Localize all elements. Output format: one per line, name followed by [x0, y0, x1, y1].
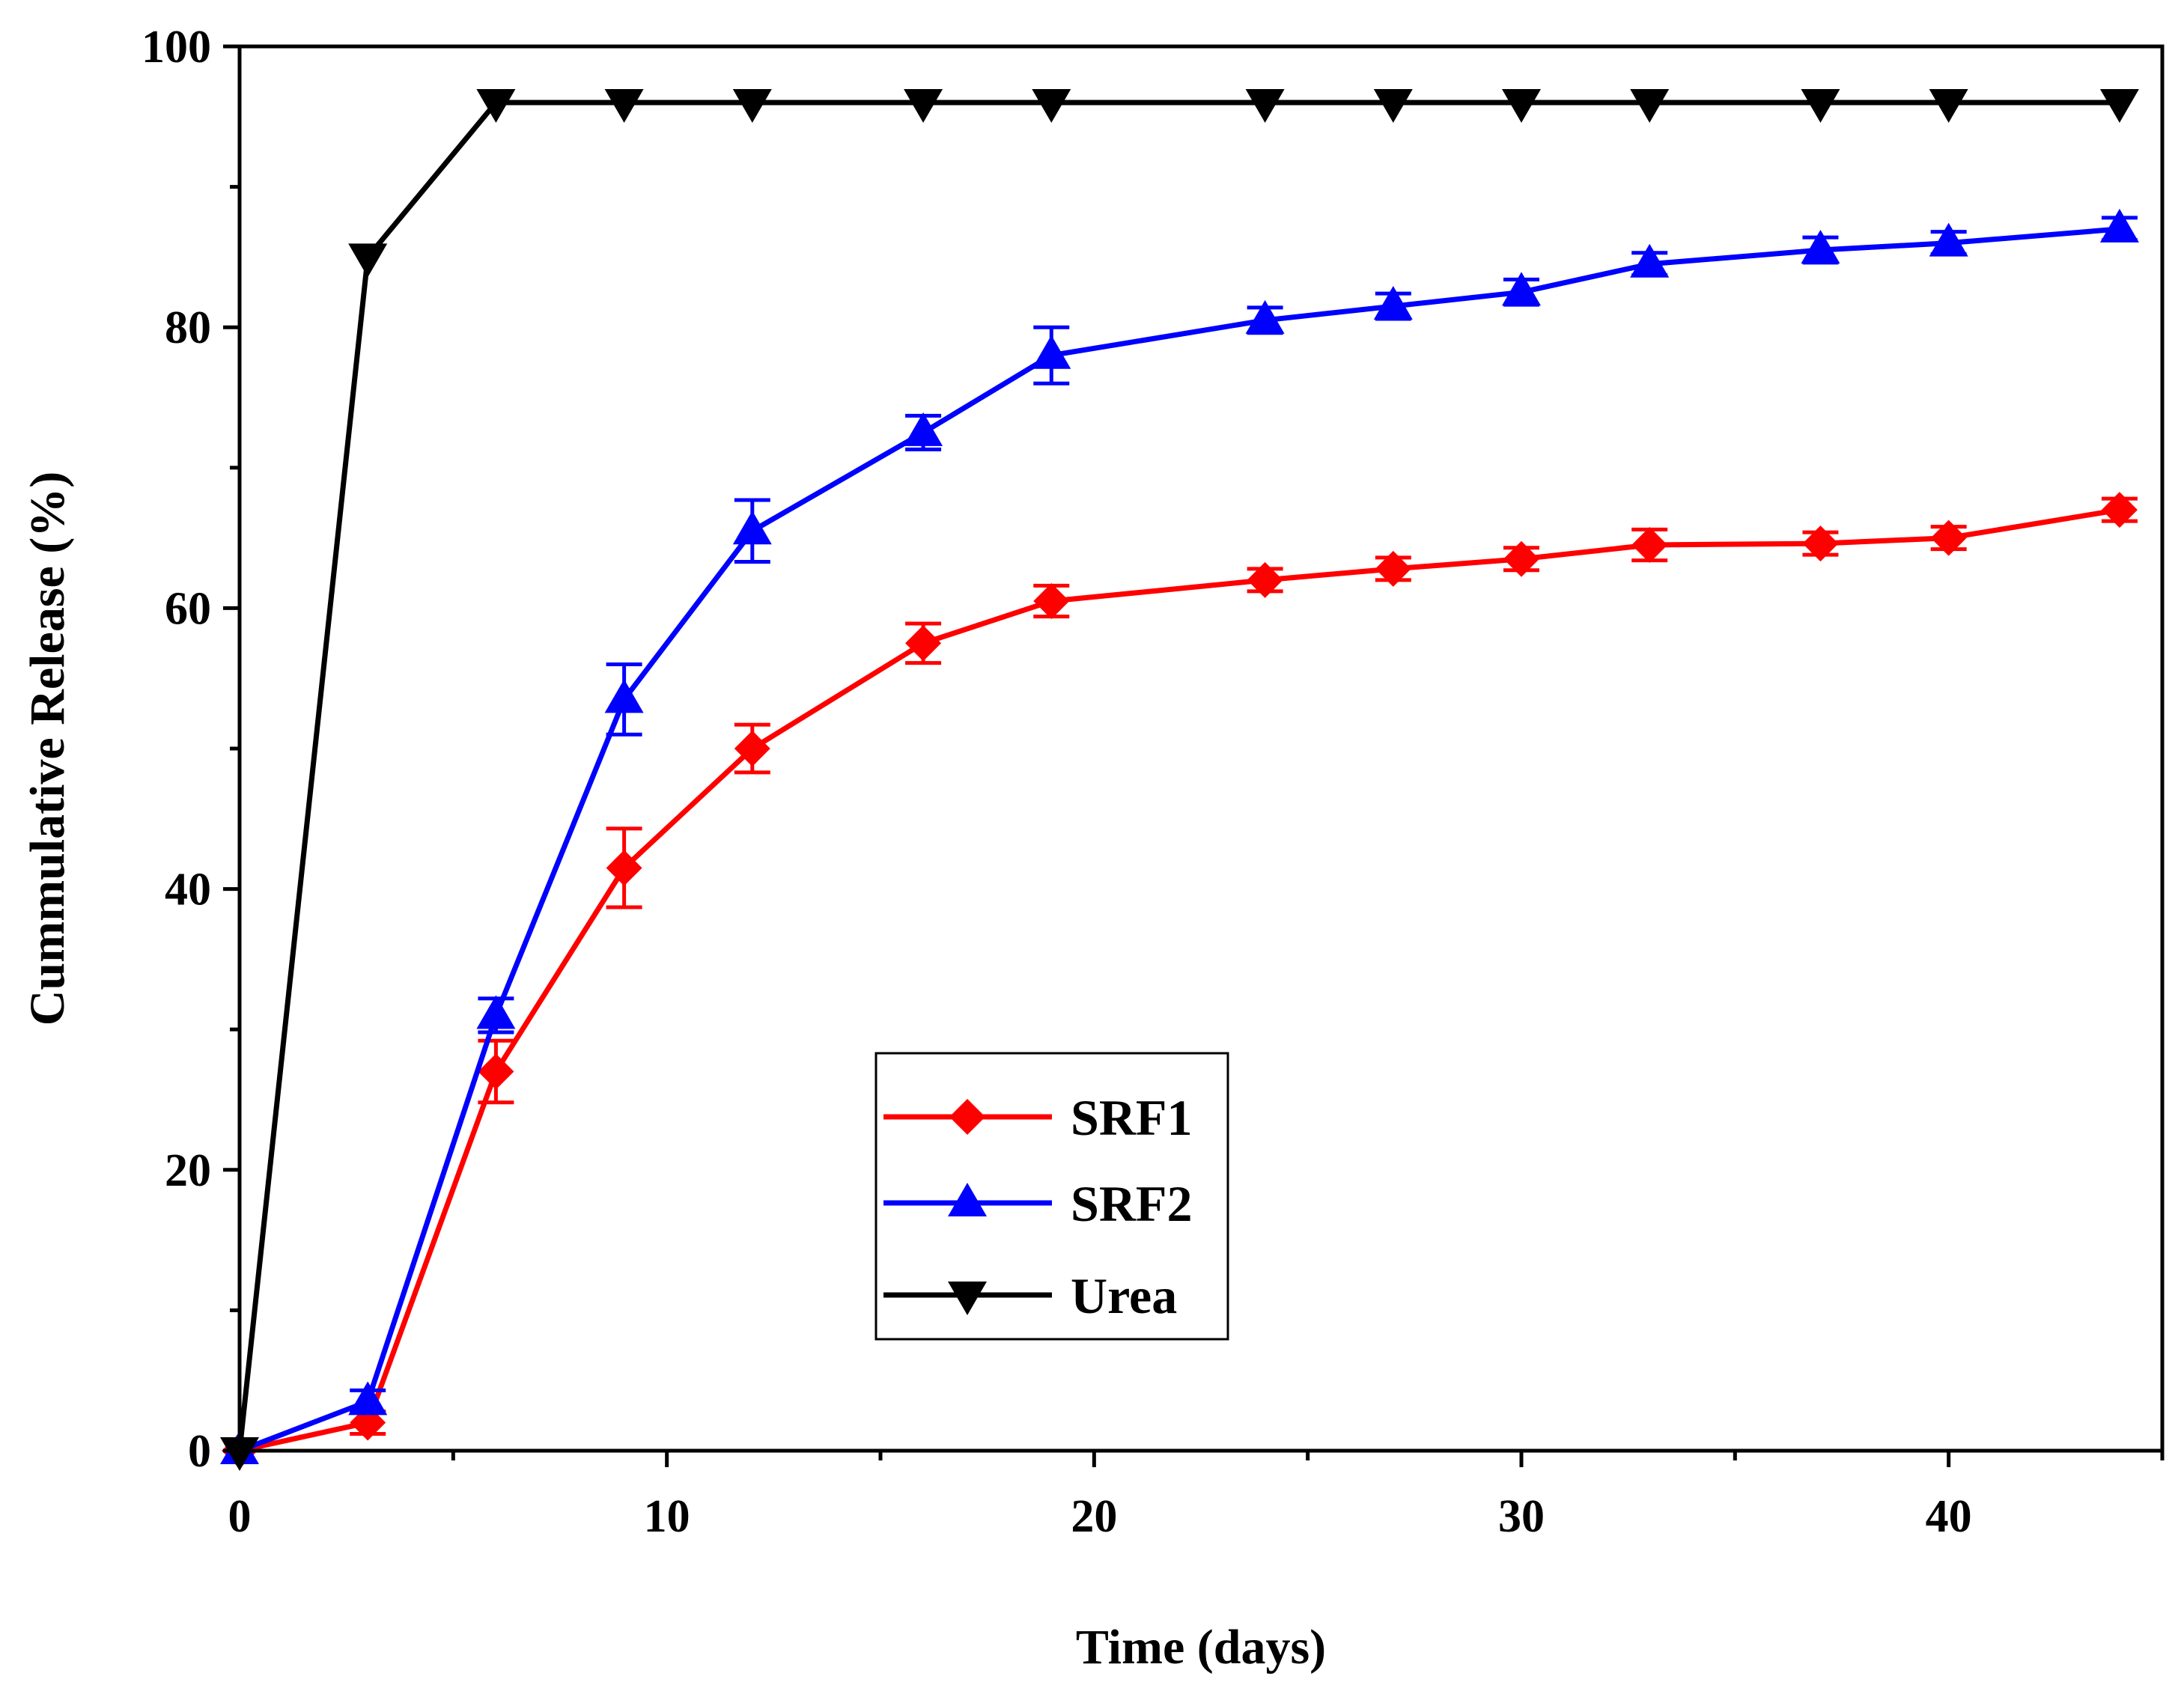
srf1-point [1503, 540, 1539, 577]
srf1-point [905, 625, 942, 662]
x-tick-label: 10 [644, 1491, 690, 1542]
legend-label-srf1: SRF1 [1071, 1089, 1192, 1146]
srf2-point [1373, 286, 1413, 320]
srf2-point [1929, 222, 1968, 257]
urea-line [237, 100, 2120, 1451]
urea-point [1801, 89, 1840, 124]
legend-marker-srf1 [949, 1099, 985, 1135]
srf1-point [1033, 583, 1070, 620]
legend-label-srf2: SRF2 [1071, 1175, 1192, 1232]
y-tick-label: 100 [142, 22, 211, 73]
srf1-point [2101, 492, 2138, 528]
x-tick-label: 40 [1926, 1491, 1972, 1542]
series-srf2 [220, 208, 2139, 1464]
legend-box [874, 1052, 1229, 1341]
plot-series [220, 89, 2139, 1471]
legend: SRF1 SRF2 Urea [874, 1052, 1229, 1341]
srf2-point [1032, 335, 1071, 369]
srf2-point [904, 412, 943, 446]
urea-point [476, 89, 516, 124]
y-axis-label: Cummulative Release (%) [20, 472, 75, 1026]
x-tick-label: 30 [1498, 1491, 1545, 1542]
urea-point [2099, 89, 2139, 124]
srf2-line [238, 226, 2120, 1454]
urea-point [1929, 89, 1968, 124]
srf2-point [1502, 272, 1541, 306]
y-tick-label: 60 [165, 583, 211, 634]
legend-marker-srf2 [948, 1183, 987, 1216]
srf1-point [734, 731, 770, 767]
urea-point [1630, 89, 1670, 124]
srf2-point [1630, 243, 1670, 278]
srf2-point [348, 1381, 388, 1416]
urea-point [904, 89, 943, 124]
srf1-point [1375, 550, 1411, 587]
x-tick-label: 20 [1071, 1491, 1117, 1542]
legend-marker-urea [948, 1282, 987, 1315]
srf2-point [1245, 299, 1285, 334]
urea-point [732, 89, 772, 124]
srf2-point [732, 511, 772, 545]
srf1-point [1930, 519, 1967, 556]
urea-point [604, 89, 644, 124]
srf1-point [1631, 526, 1668, 563]
urea-point [1502, 89, 1541, 124]
urea-point [1032, 89, 1071, 124]
srf2-point [476, 995, 516, 1029]
y-tick-label: 80 [165, 302, 211, 353]
srf1-point [1247, 561, 1283, 598]
series-urea [220, 89, 2139, 1471]
y-tick-label: 20 [165, 1145, 211, 1196]
srf1-point [478, 1053, 514, 1090]
x-tick-label: 0 [228, 1491, 252, 1542]
x-axis-label: Time (days) [1076, 1620, 1326, 1675]
y-tick-label: 0 [188, 1426, 211, 1477]
srf1-line [239, 507, 2120, 1454]
urea-point [1245, 89, 1285, 124]
srf1-point [606, 850, 642, 886]
axis-ticks: 0 10 20 30 40 0 20 40 60 80 100 [142, 22, 2165, 1542]
y-tick-label: 40 [165, 865, 211, 915]
srf2-point [1801, 230, 1840, 264]
srf2-point [604, 679, 644, 713]
legend-label-urea: Urea [1071, 1267, 1177, 1324]
srf1-point [1802, 525, 1839, 562]
urea-point [348, 243, 388, 278]
srf2-point [2099, 208, 2139, 243]
urea-point [1373, 89, 1413, 124]
